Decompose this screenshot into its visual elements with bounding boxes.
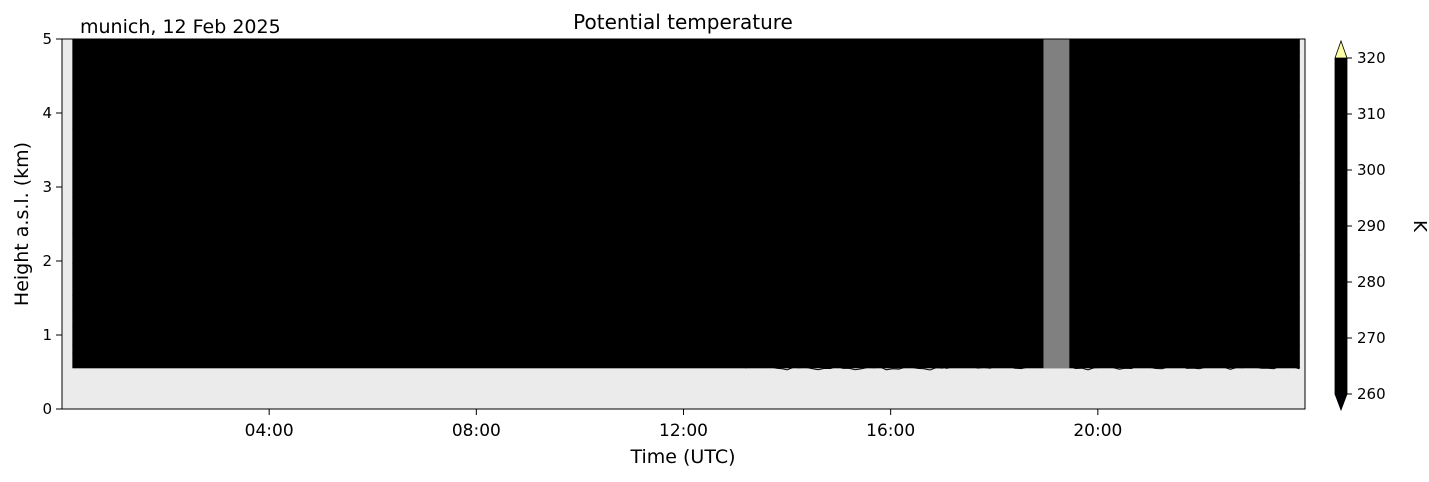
- contour-line-284: [72, 324, 788, 369]
- contour-line-288: [72, 256, 1041, 298]
- contour-label-282: 282: [398, 353, 421, 366]
- contour-line-302: [72, 39, 1042, 55]
- x-axis-label: Time (UTC): [629, 446, 735, 468]
- contour-label-286: 286: [1003, 354, 1026, 367]
- contour-line-286: [1069, 340, 1300, 349]
- contour-label-298: 298: [729, 87, 752, 100]
- contour-line-302: [1069, 51, 1300, 85]
- colorbar-ticks: 260 270 280 290 300 310 320: [1347, 49, 1386, 403]
- contour-label-290: 290: [382, 242, 405, 255]
- y-tick-label: 4: [42, 104, 52, 122]
- colorbar-tick-label: 260: [1357, 385, 1386, 403]
- colorbar-label: K: [1409, 220, 1429, 233]
- x-tick-label: 12:00: [659, 421, 708, 441]
- y-tick-label: 0: [42, 400, 52, 418]
- temperature-field: [72, 39, 1300, 369]
- x-tick-label: 16:00: [866, 421, 915, 441]
- y-axis: 0 1 2 3 4 5: [42, 30, 62, 418]
- y-tick-label: 2: [42, 252, 52, 270]
- chart-title: Potential temperature: [573, 10, 793, 34]
- contour-label-300: 300: [201, 77, 224, 90]
- contour-label-302: 302: [118, 44, 141, 57]
- contour-line-300: [72, 56, 1042, 92]
- colorbar-tick-label: 280: [1357, 273, 1386, 291]
- colorbar-extend-min: [1334, 393, 1348, 412]
- contour-line-290: [1069, 253, 1300, 265]
- colorbar-tick-label: 270: [1357, 329, 1386, 347]
- colorbar-extend-max: [1334, 39, 1348, 59]
- contour-line-296: [1069, 151, 1300, 174]
- contour-label-292: 292: [185, 214, 208, 227]
- chart-subtitle: munich, 12 Feb 2025: [80, 16, 281, 38]
- colorbar: 260 270 280 290 300 310 320 K: [1334, 39, 1429, 412]
- colorbar-scale: [1334, 57, 1348, 395]
- contour-label-296: 296: [429, 144, 452, 157]
- contour-line-280: [72, 351, 943, 362]
- x-tick-label: 08:00: [452, 421, 501, 441]
- y-tick-label: 5: [42, 30, 52, 48]
- contour-line-300: [1069, 80, 1300, 110]
- contour-label-284: 284: [610, 354, 633, 367]
- y-tick-label: 3: [42, 178, 52, 196]
- contour-line-298: [72, 87, 1042, 130]
- contour-line-292: [72, 213, 1042, 237]
- contour-line-298: [1069, 115, 1300, 142]
- y-tick-label: 1: [42, 326, 52, 344]
- x-tick-label: 04:00: [245, 421, 294, 441]
- contour-line-294: [1069, 181, 1300, 197]
- contour-label-288: 288: [724, 354, 747, 367]
- x-axis: 04:00 08:00 12:00 16:00 20:00: [245, 409, 1122, 441]
- contour-line-282: [72, 341, 1042, 370]
- contour-line-296: [72, 143, 1042, 165]
- contour-line-292: [1069, 217, 1300, 234]
- contour-line-288: [1069, 295, 1300, 304]
- y-axis-label: Height a.s.l. (km): [11, 142, 33, 306]
- colorbar-tick-label: 320: [1357, 49, 1386, 67]
- colorbar-tick-label: 300: [1357, 161, 1386, 179]
- contour-line-294: [72, 185, 1041, 200]
- contour-line-290: [72, 233, 1041, 264]
- contour-lines: [72, 39, 1301, 371]
- colorbar-tick-label: 290: [1357, 217, 1386, 235]
- missing-data-band: [1043, 39, 1070, 369]
- colorbar-tick-label: 310: [1357, 105, 1386, 123]
- x-tick-label: 20:00: [1073, 421, 1122, 441]
- contour-line-286: [72, 303, 1042, 371]
- contour-labels: 280 282 284 286 288 290 292 294 296 298 300 302: [118, 44, 1027, 367]
- contour-line-284: [1069, 365, 1301, 371]
- contour-label-280: 280: [118, 354, 141, 367]
- contour-label-294: 294: [193, 185, 216, 198]
